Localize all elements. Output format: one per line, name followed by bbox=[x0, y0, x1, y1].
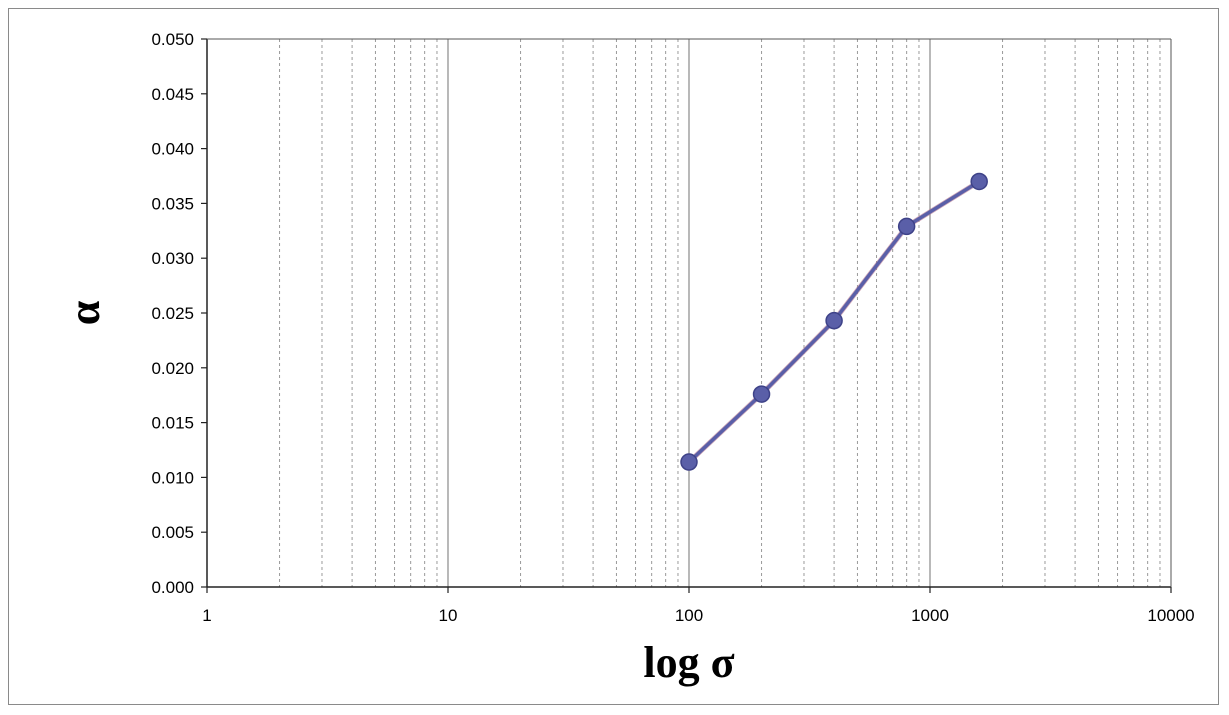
y-tick-label: 0.030 bbox=[151, 249, 194, 268]
y-tick-label: 0.025 bbox=[151, 304, 194, 323]
y-tick-label: 0.040 bbox=[151, 140, 194, 159]
y-tick-label: 0.000 bbox=[151, 578, 194, 597]
data-point bbox=[897, 217, 916, 236]
y-axis-title: α bbox=[60, 300, 109, 325]
y-tick-labels: 0.000 0.005 0.010 0.015 0.020 0.025 0.030 0.035… bbox=[151, 30, 194, 597]
y-tick-label: 0.035 bbox=[151, 194, 194, 213]
series-layer bbox=[680, 172, 988, 471]
chart-svg: 0.000 0.005 0.010 0.015 0.020 0.025 0.030 0.035… bbox=[60, 30, 1195, 687]
y-tick-label: 0.010 bbox=[151, 468, 194, 487]
y-tick-label: 0.005 bbox=[151, 523, 194, 542]
data-point bbox=[680, 453, 698, 471]
y-tick-label: 0.045 bbox=[151, 85, 194, 104]
axis-layer bbox=[201, 38, 1172, 593]
data-point bbox=[970, 172, 988, 191]
data-point bbox=[825, 311, 843, 330]
grid-layer bbox=[279, 39, 1161, 587]
chart-frame: 0.000 0.005 0.010 0.015 0.020 0.025 0.030 0.035… bbox=[8, 8, 1219, 705]
y-tick-label: 0.015 bbox=[151, 414, 194, 433]
x-tick-label: 10 bbox=[439, 606, 458, 625]
x-tick-labels: 1 10 100 1000 10000 bbox=[202, 606, 1194, 625]
x-tick-label: 1 bbox=[202, 606, 211, 625]
y-tick-label: 0.020 bbox=[151, 359, 194, 378]
x-tick-label: 1000 bbox=[911, 606, 949, 625]
x-tick-label: 100 bbox=[675, 606, 703, 625]
y-tick-label: 0.050 bbox=[151, 30, 194, 49]
x-axis-title: log σ bbox=[643, 638, 734, 687]
data-point bbox=[752, 385, 771, 403]
x-tick-label: 10000 bbox=[1147, 606, 1194, 625]
